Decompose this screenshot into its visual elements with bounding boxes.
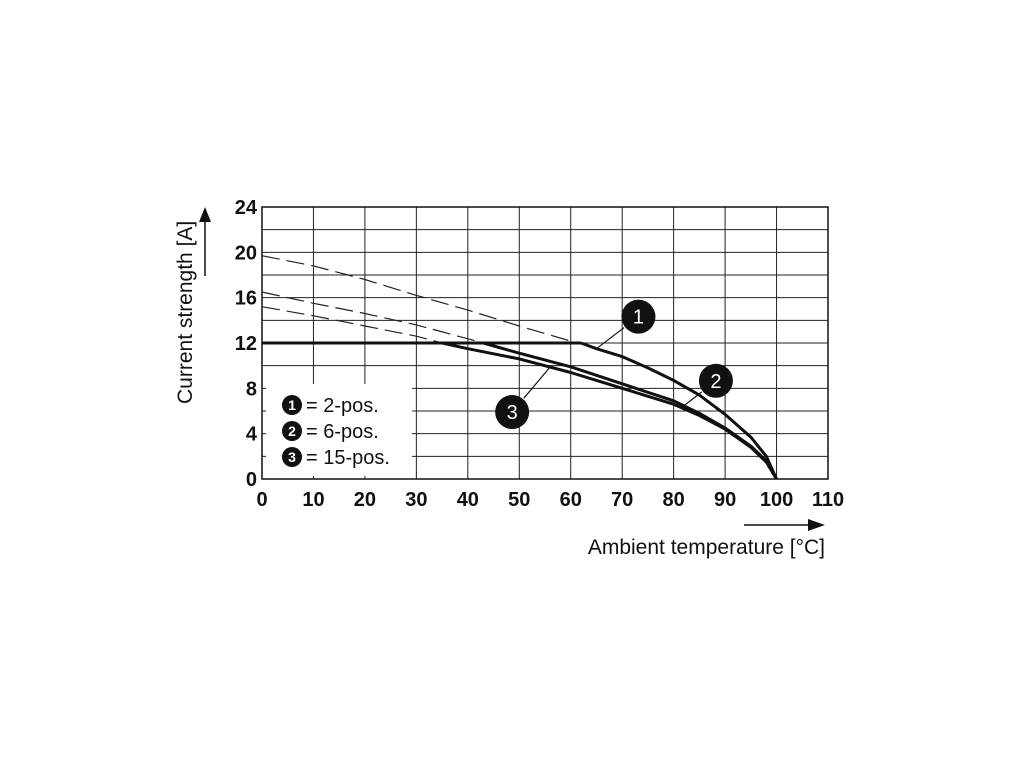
- y-tick-label: 0: [246, 469, 257, 491]
- curve-labels: 1 2 3: [495, 299, 733, 430]
- x-axis-title: Ambient temperature [°C]: [588, 536, 825, 559]
- legend-badge: [282, 447, 302, 467]
- legend-label: = 2-pos.: [306, 395, 379, 417]
- curve-label-leader: [683, 391, 703, 407]
- legend-item: 2 = 6-pos.: [282, 421, 379, 443]
- legend-label: = 6-pos.: [306, 421, 379, 443]
- curve-label-badge: [621, 299, 656, 334]
- series-line: [441, 341, 778, 480]
- legend-badge-number: 1: [288, 397, 296, 413]
- y-tick-label: 16: [235, 288, 257, 310]
- x-tick-label: 100: [760, 489, 793, 511]
- x-tick-label: 110: [812, 489, 844, 511]
- x-tick-label: 70: [611, 489, 633, 511]
- legend: 1 = 2-pos. 2 = 6-pos. 3 = 15-pos.: [266, 384, 412, 476]
- x-tick-label: 30: [405, 489, 427, 511]
- series-dashed-line: [261, 306, 443, 344]
- legend-badge: [282, 395, 302, 415]
- curve-label-number: 2: [710, 371, 721, 393]
- x-tick-label: 60: [560, 489, 582, 511]
- legend-item: 1 = 2-pos.: [282, 395, 379, 417]
- x-tick-label: 80: [663, 489, 685, 511]
- y-tick-label: 12: [235, 333, 257, 355]
- x-tick-label: 90: [714, 489, 736, 511]
- legend-badge-number: 2: [288, 423, 296, 439]
- x-tick-label: 20: [354, 489, 376, 511]
- x-tick-label: 0: [256, 489, 267, 511]
- legend-badge-number: 3: [288, 449, 296, 465]
- series-dashed-line: [261, 291, 484, 344]
- x-tick-label: 50: [508, 489, 530, 511]
- curve-label-badge: [495, 395, 530, 430]
- curve-label-number: 3: [507, 402, 518, 424]
- x-axis-title-group: Ambient temperature [°C]: [588, 519, 825, 559]
- series-dashed-line: [261, 255, 582, 345]
- y-tick-label: 24: [235, 197, 258, 219]
- y-axis-title-group: Current strength [A]: [174, 207, 211, 404]
- x-axis-arrow-icon: [808, 519, 825, 531]
- y-axis-title: Current strength [A]: [174, 221, 197, 404]
- y-axis-arrow-icon: [199, 207, 211, 222]
- y-tick-label: 8: [246, 378, 257, 400]
- curve-label-number: 1: [633, 307, 644, 329]
- legend-label: = 15-pos.: [306, 447, 390, 469]
- curve-label-leader: [523, 366, 551, 399]
- curve-label-badge: [698, 363, 733, 398]
- y-tick-label: 4: [246, 424, 258, 446]
- curves: [261, 255, 778, 480]
- x-tick-label: 40: [457, 489, 479, 511]
- legend-badge: [282, 421, 302, 441]
- curve-label-leader: [596, 327, 625, 350]
- legend-item: 3 = 15-pos.: [282, 447, 390, 469]
- y-tick-label: 20: [235, 242, 257, 264]
- series-line: [580, 341, 778, 480]
- x-tick-label: 10: [302, 489, 324, 511]
